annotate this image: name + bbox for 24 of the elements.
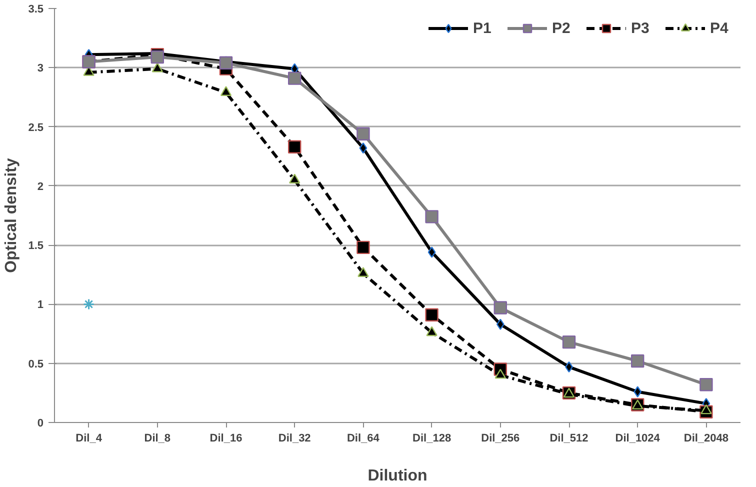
legend-label: P4 [710,20,730,36]
y-tick-label: 3.5 [28,4,44,16]
legend-label: P1 [473,20,492,36]
legend-label: P2 [552,20,572,36]
x-tick-label: Dil_2048 [684,432,729,444]
legend-label: P3 [631,20,650,36]
x-axis-title: Dilution [368,468,428,484]
y-tick-label: 1 [37,299,44,312]
y-tick-label: 1.5 [28,240,44,252]
y-tick-label: 2 [37,180,44,193]
y-tick-label: 0.5 [28,358,44,370]
x-tick-label: Dil_128 [412,432,452,444]
x-tick-label: Dil_32 [278,432,311,444]
x-tick-label: Dil_64 [346,432,380,444]
x-tick-label: Dil_8 [144,432,171,444]
y-tick-label: 0 [37,418,44,430]
y-tick-label: 3 [37,62,44,75]
x-tick-label: Dil_512 [550,432,588,444]
y-tick-label: 2.5 [28,122,44,134]
x-tick-label: Dil_16 [210,432,242,444]
x-tick-label: Dil_4 [76,432,103,444]
x-tick-label: Dil_1024 [615,432,661,444]
y-axis-title: Optical density [3,158,20,273]
x-tick-label: Dil_256 [481,432,520,444]
